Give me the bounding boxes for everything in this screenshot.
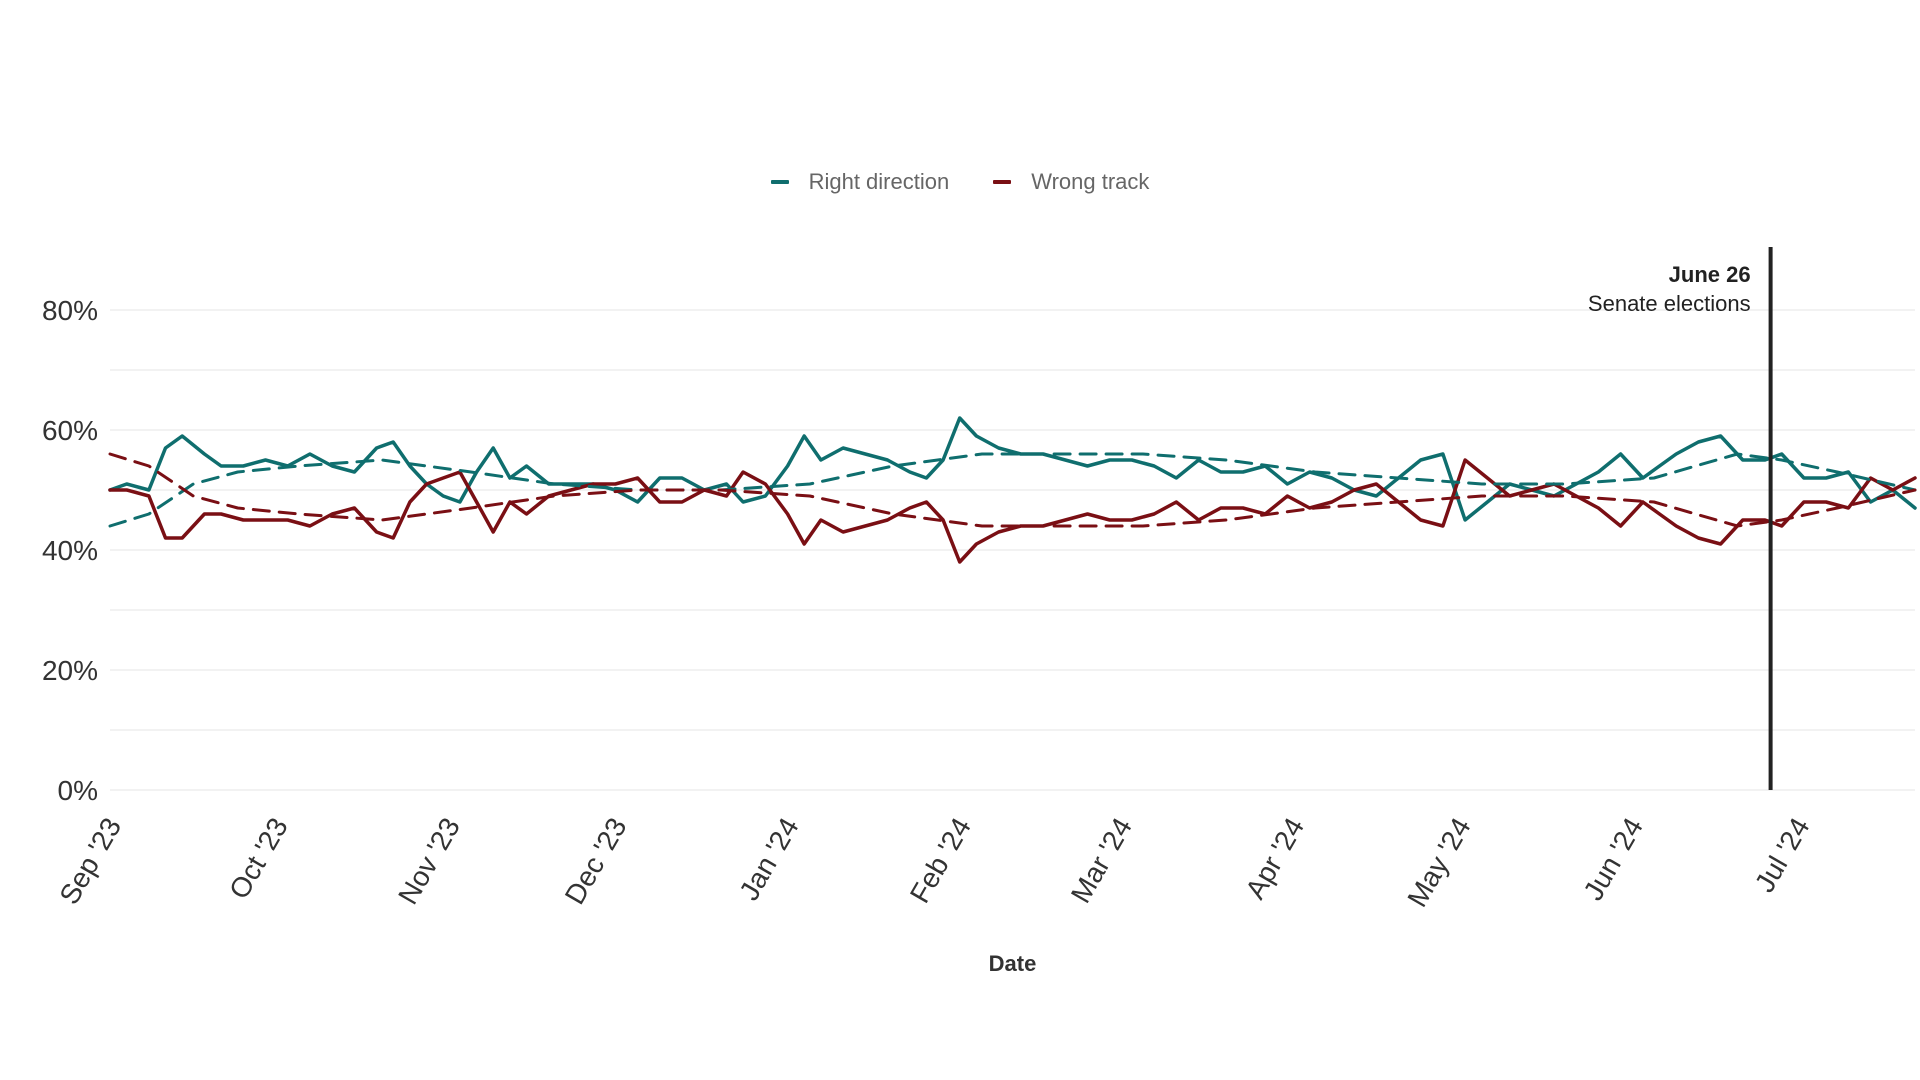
legend-swatch-wrong-track [993, 180, 1012, 184]
x-tick-label: Mar '24 [1065, 813, 1138, 909]
annotation-label: Senate elections [1588, 291, 1751, 316]
x-tick-label: Feb '24 [904, 813, 977, 909]
y-tick-label: 40% [42, 535, 98, 566]
y-tick-label: 80% [42, 295, 98, 326]
series-line-wrong-track-trend [108, 452, 1917, 528]
legend-swatch-right-direction [770, 180, 789, 184]
x-tick-label: Apr '24 [1239, 813, 1310, 905]
x-tick-label: Sep '23 [53, 813, 127, 910]
series-lines [108, 416, 1917, 564]
series-line-right-direction [108, 416, 1917, 522]
legend-label-right-direction: Right direction [808, 169, 950, 194]
x-tick-label: May '24 [1401, 813, 1476, 913]
x-tick-label: Jan '24 [733, 813, 805, 906]
legend-item-wrong-track[interactable]: Wrong track [993, 169, 1149, 195]
legend-label-wrong-track: Wrong track [1031, 169, 1150, 194]
x-tick-label: Dec '23 [559, 813, 633, 910]
y-axis-ticks: 0% 20% 40% 60% 80% [42, 295, 98, 806]
x-axis-title: Date [989, 951, 1037, 976]
y-tick-label: 20% [42, 655, 98, 686]
series-line-wrong-track [108, 458, 1917, 564]
x-tick-label: Nov '23 [392, 813, 466, 910]
x-tick-label: Oct '23 [223, 813, 294, 905]
chart-legend: Right direction Wrong track [0, 166, 1920, 198]
gridlines [110, 309, 1915, 791]
x-axis-ticks: Sep '23 Oct '23 Nov '23 Dec '23 Jan '24 Feb '… [53, 813, 1815, 913]
y-tick-label: 60% [42, 415, 98, 446]
x-tick-label: Jun '24 [1577, 813, 1649, 906]
annotation-title: June 26 [1669, 262, 1751, 287]
annotation: June 26 Senate elections [1588, 247, 1773, 790]
x-tick-label: Jul '24 [1749, 813, 1816, 898]
y-tick-label: 0% [58, 775, 98, 806]
series-line-right-direction-trend [108, 452, 1917, 528]
legend-item-right-direction[interactable]: Right direction [770, 169, 950, 195]
